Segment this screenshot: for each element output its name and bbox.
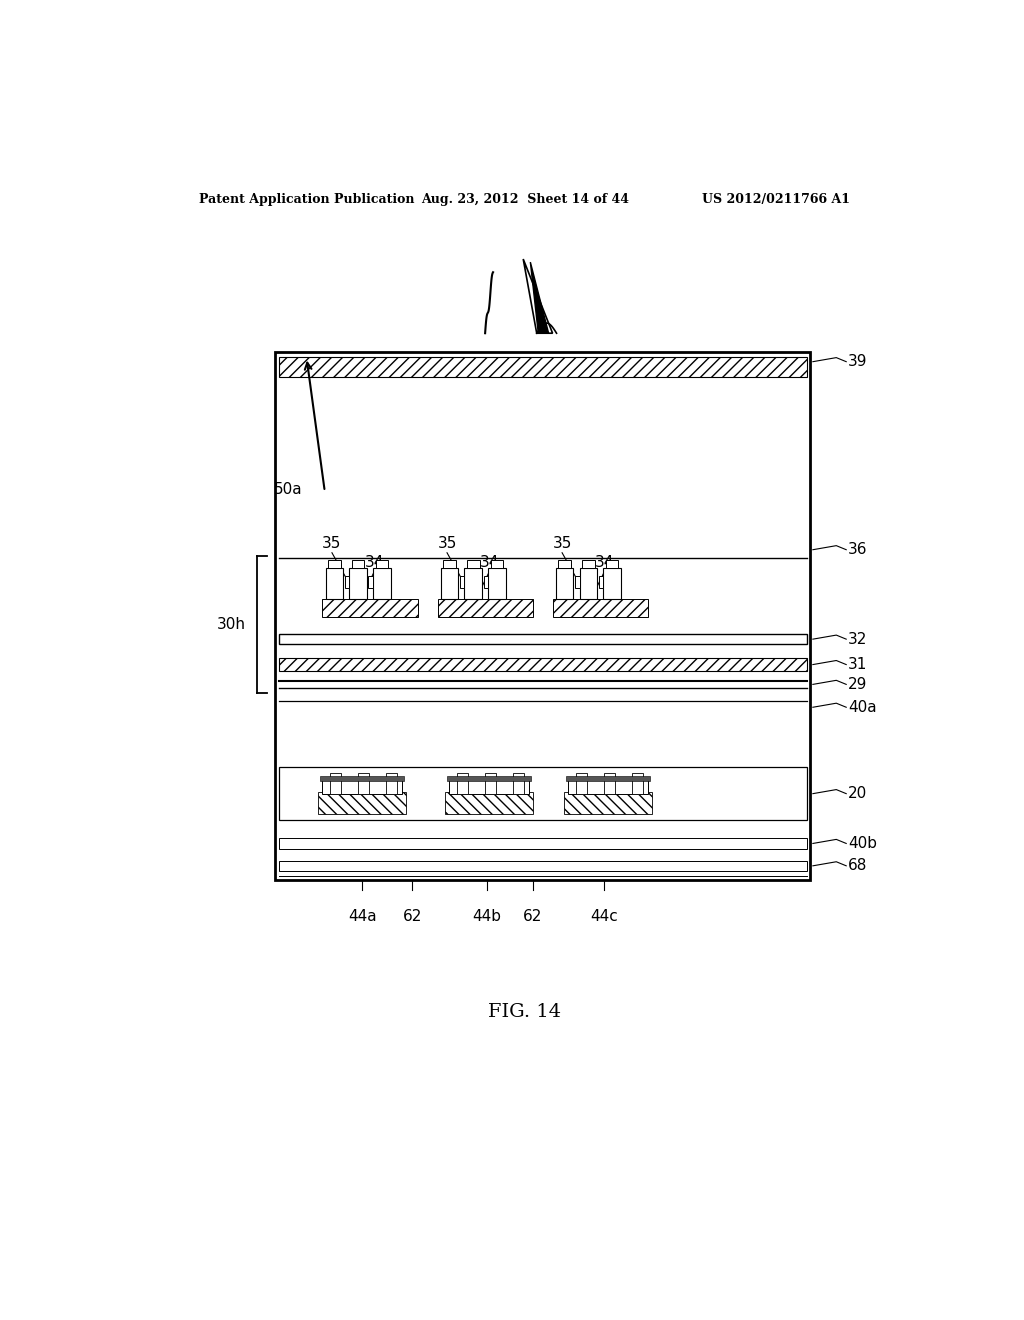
- Bar: [582, 560, 595, 568]
- Bar: [467, 560, 479, 568]
- Text: 62: 62: [402, 908, 422, 924]
- Polygon shape: [530, 263, 549, 333]
- Text: FIG. 14: FIG. 14: [488, 1003, 561, 1022]
- Bar: [326, 568, 343, 598]
- Bar: [445, 792, 532, 814]
- Bar: [490, 560, 504, 568]
- Text: 44a: 44a: [348, 908, 377, 924]
- Bar: [279, 861, 807, 871]
- Bar: [274, 351, 811, 880]
- Bar: [556, 568, 573, 598]
- Text: 29: 29: [848, 677, 867, 692]
- Bar: [386, 774, 397, 793]
- Bar: [465, 568, 482, 598]
- Bar: [352, 560, 365, 568]
- Text: 34: 34: [365, 554, 384, 570]
- Bar: [447, 776, 531, 781]
- Bar: [358, 774, 370, 793]
- Text: 62: 62: [523, 908, 543, 924]
- Text: 44c: 44c: [590, 908, 618, 924]
- Bar: [376, 560, 388, 568]
- Text: 44b: 44b: [472, 908, 501, 924]
- Bar: [558, 560, 570, 568]
- Bar: [632, 774, 643, 793]
- Bar: [349, 568, 367, 598]
- Bar: [580, 568, 597, 598]
- Bar: [331, 774, 341, 793]
- Bar: [574, 576, 580, 589]
- Text: 40b: 40b: [848, 836, 877, 851]
- Bar: [599, 576, 603, 589]
- Bar: [345, 576, 349, 589]
- Bar: [279, 634, 807, 644]
- Bar: [450, 779, 528, 793]
- Bar: [483, 576, 488, 589]
- Bar: [443, 560, 456, 568]
- Bar: [603, 568, 621, 598]
- Text: 35: 35: [437, 536, 457, 550]
- Text: 40a: 40a: [848, 700, 877, 714]
- Text: 34: 34: [595, 554, 613, 570]
- Bar: [373, 568, 391, 598]
- Text: 36: 36: [848, 543, 867, 557]
- Bar: [566, 776, 650, 781]
- Text: 35: 35: [323, 536, 342, 550]
- Bar: [568, 779, 648, 793]
- Text: US 2012/0211766 A1: US 2012/0211766 A1: [702, 193, 850, 206]
- Bar: [553, 598, 648, 616]
- Text: 20: 20: [848, 787, 867, 801]
- Bar: [440, 568, 458, 598]
- Text: 34: 34: [479, 554, 499, 570]
- Text: 39: 39: [848, 354, 867, 370]
- Bar: [279, 659, 807, 671]
- Bar: [488, 568, 506, 598]
- Bar: [369, 576, 373, 589]
- Text: 68: 68: [848, 858, 867, 874]
- Bar: [564, 792, 652, 814]
- Bar: [328, 560, 341, 568]
- Bar: [606, 560, 618, 568]
- Bar: [437, 598, 532, 616]
- Text: 30h: 30h: [216, 616, 246, 632]
- Text: 50a: 50a: [274, 482, 303, 498]
- Bar: [318, 792, 406, 814]
- Bar: [279, 838, 807, 849]
- Bar: [323, 598, 418, 616]
- Bar: [458, 774, 468, 793]
- Text: 32: 32: [848, 632, 867, 647]
- Bar: [323, 779, 401, 793]
- Polygon shape: [523, 259, 553, 333]
- Bar: [577, 774, 588, 793]
- Bar: [279, 767, 807, 820]
- Bar: [604, 774, 615, 793]
- Text: Aug. 23, 2012  Sheet 14 of 44: Aug. 23, 2012 Sheet 14 of 44: [421, 193, 629, 206]
- Bar: [513, 774, 524, 793]
- Bar: [321, 776, 404, 781]
- Text: 31: 31: [848, 657, 867, 672]
- Bar: [279, 356, 807, 378]
- Bar: [460, 576, 465, 589]
- Text: 35: 35: [552, 536, 571, 550]
- Text: Patent Application Publication: Patent Application Publication: [200, 193, 415, 206]
- Bar: [485, 774, 497, 793]
